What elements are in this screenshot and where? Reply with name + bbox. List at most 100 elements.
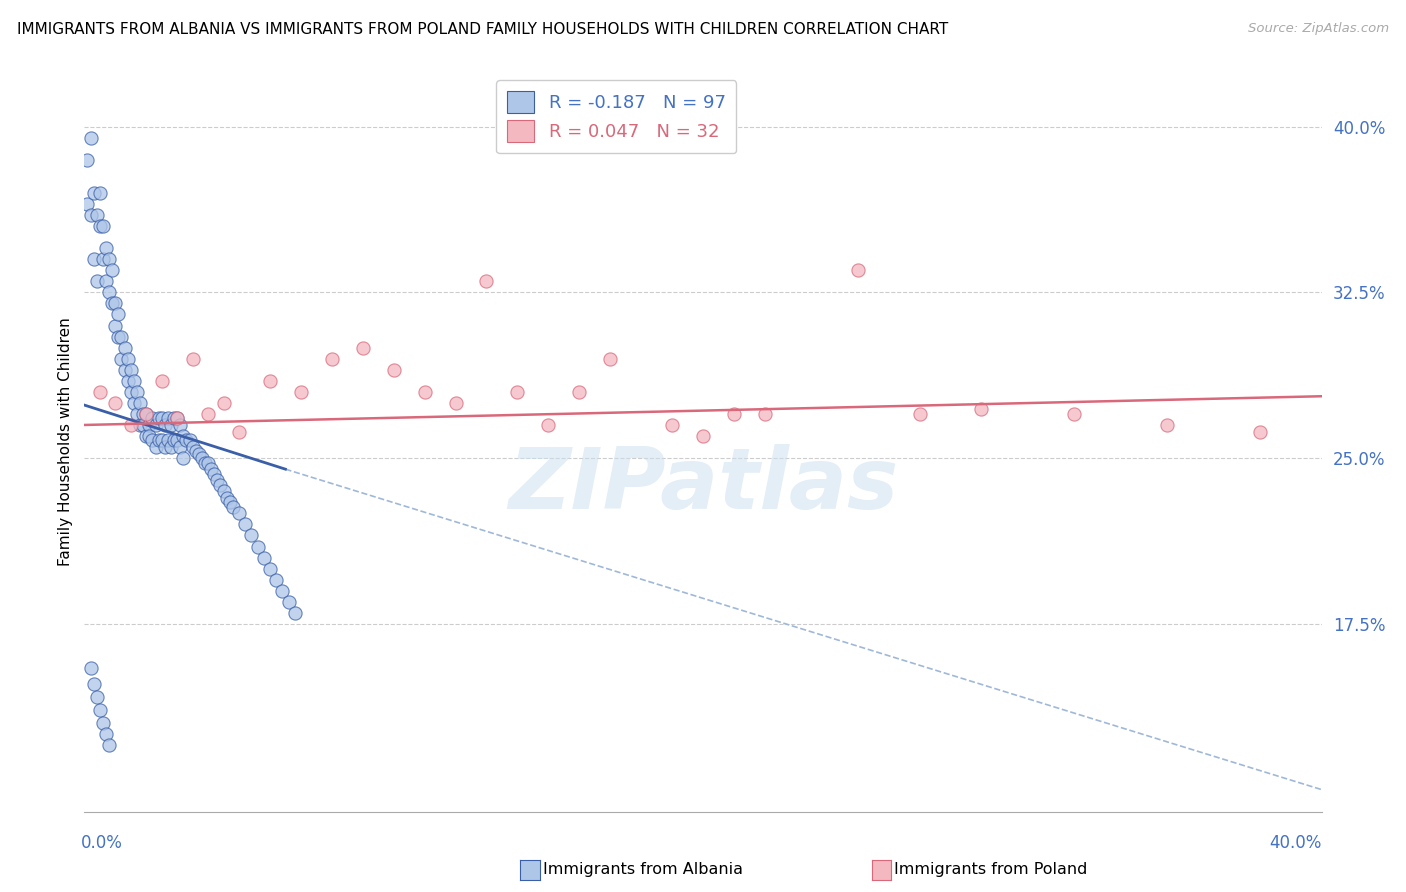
Point: [120, 362, 142, 376]
Point: [163, 411, 186, 425]
Point: [122, 374, 145, 388]
Point: [209, 477, 232, 491]
Point: [846, 263, 869, 277]
Point: [382, 362, 405, 376]
Point: [94, 727, 117, 741]
Point: [101, 296, 124, 310]
Point: [169, 417, 191, 432]
Point: [444, 396, 467, 410]
Point: [692, 429, 714, 443]
Point: [222, 500, 245, 514]
Legend: R = -0.187   N = 97, R = 0.047   N = 32: R = -0.187 N = 97, R = 0.047 N = 32: [496, 80, 737, 153]
Point: [83, 676, 105, 690]
Point: [181, 440, 204, 454]
Point: [153, 440, 176, 454]
Point: [114, 362, 136, 376]
Point: [83, 186, 105, 200]
Point: [110, 351, 132, 366]
Point: [166, 434, 188, 448]
Point: [114, 341, 136, 355]
Point: [107, 329, 129, 343]
Point: [191, 451, 214, 466]
Point: [91, 219, 114, 233]
Point: [153, 417, 176, 432]
Point: [125, 384, 148, 399]
Point: [176, 434, 198, 448]
Point: [122, 396, 145, 410]
Point: [506, 384, 529, 399]
Point: [141, 434, 163, 448]
Point: [76, 197, 98, 211]
Point: [145, 417, 167, 432]
Point: [194, 456, 217, 470]
Point: [218, 495, 240, 509]
Point: [290, 384, 312, 399]
Point: [104, 396, 127, 410]
Point: [135, 407, 157, 421]
Point: [86, 690, 108, 704]
Point: [228, 425, 250, 439]
Point: [117, 374, 139, 388]
Point: [321, 351, 343, 366]
Point: [91, 716, 114, 731]
Point: [150, 411, 173, 425]
Text: ZIPatlas: ZIPatlas: [508, 444, 898, 527]
Point: [1063, 407, 1085, 421]
Point: [156, 411, 179, 425]
Point: [104, 318, 127, 333]
Point: [284, 606, 307, 620]
Point: [413, 384, 436, 399]
Point: [89, 186, 111, 200]
Point: [212, 396, 235, 410]
Point: [970, 402, 993, 417]
Point: [79, 208, 101, 222]
Point: [166, 411, 188, 425]
Point: [148, 434, 170, 448]
Point: [661, 417, 683, 432]
Text: 40.0%: 40.0%: [1270, 834, 1322, 852]
Point: [89, 703, 111, 717]
Point: [202, 467, 225, 481]
Point: [228, 507, 250, 521]
Point: [259, 561, 281, 575]
Point: [240, 528, 263, 542]
Point: [76, 153, 98, 167]
Point: [246, 540, 269, 554]
Point: [163, 434, 186, 448]
Point: [86, 208, 108, 222]
Point: [1156, 417, 1178, 432]
Point: [94, 241, 117, 255]
Point: [200, 462, 222, 476]
Point: [150, 374, 173, 388]
Point: [89, 384, 111, 399]
Point: [91, 252, 114, 267]
Point: [271, 583, 294, 598]
Point: [172, 429, 194, 443]
Point: [568, 384, 591, 399]
Point: [599, 351, 621, 366]
Point: [215, 491, 238, 505]
Point: [117, 351, 139, 366]
Point: [187, 447, 209, 461]
Point: [135, 407, 157, 421]
Point: [135, 429, 157, 443]
Text: IMMIGRANTS FROM ALBANIA VS IMMIGRANTS FROM POLAND FAMILY HOUSEHOLDS WITH CHILDRE: IMMIGRANTS FROM ALBANIA VS IMMIGRANTS FR…: [17, 22, 948, 37]
Point: [156, 434, 179, 448]
Point: [754, 407, 776, 421]
Point: [145, 440, 167, 454]
Point: [169, 440, 191, 454]
Point: [233, 517, 256, 532]
Point: [166, 411, 188, 425]
Point: [132, 407, 155, 421]
Point: [138, 417, 160, 432]
Point: [197, 407, 219, 421]
Point: [197, 456, 219, 470]
Point: [277, 595, 299, 609]
Point: [253, 550, 276, 565]
Point: [181, 351, 204, 366]
Text: 0.0%: 0.0%: [82, 834, 124, 852]
Point: [132, 417, 155, 432]
Point: [120, 384, 142, 399]
Point: [79, 661, 101, 675]
Point: [98, 285, 121, 300]
